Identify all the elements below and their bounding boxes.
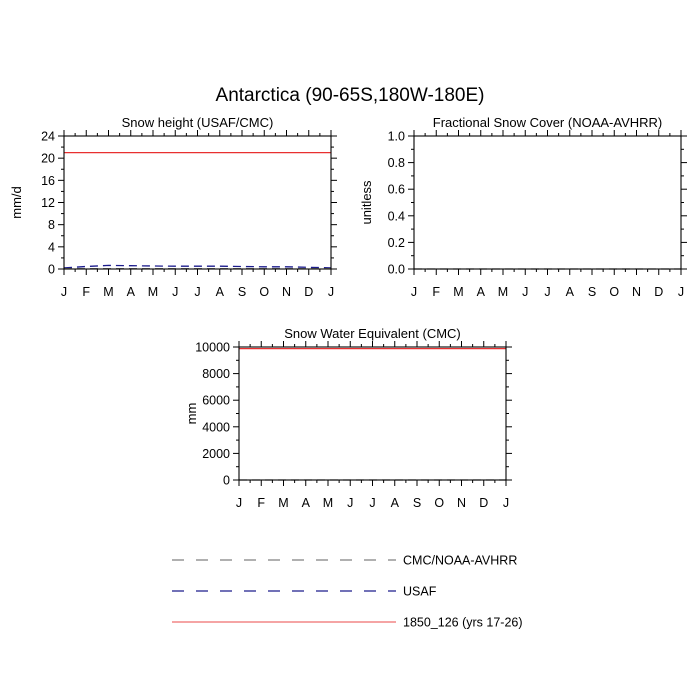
legend-label: USAF bbox=[403, 585, 437, 599]
swe-plot-frame bbox=[238, 346, 507, 481]
snow-height-y-axis-label: mm/d bbox=[9, 186, 24, 219]
snow-height-x-tick-label: A bbox=[127, 285, 136, 299]
snow-height-x-tick-label: O bbox=[259, 285, 269, 299]
swe-y-tick-label: 4000 bbox=[202, 420, 230, 434]
swe-x-tick-label: D bbox=[479, 496, 488, 510]
snow-height-x-tick-label: J bbox=[61, 285, 67, 299]
swe-x-tick-label: M bbox=[278, 496, 288, 510]
swe-x-tick-label: J bbox=[347, 496, 353, 510]
snow-cover-y-tick-label: 0.8 bbox=[388, 156, 405, 170]
snow-height-y-tick-label: 8 bbox=[48, 218, 55, 232]
swe-y-tick-label: 6000 bbox=[202, 394, 230, 408]
snow-height-y-tick-label: 16 bbox=[41, 174, 55, 188]
legend-item: USAF bbox=[172, 585, 437, 599]
legend-item: 1850_126 (yrs 17-26) bbox=[172, 616, 523, 630]
legend-item: CMC/NOAA-AVHRR bbox=[172, 554, 517, 568]
snow-height-x-tick-label: J bbox=[328, 285, 334, 299]
snow-cover-x-tick-label: S bbox=[588, 285, 596, 299]
snow-cover-x-tick-label: J bbox=[411, 285, 417, 299]
snow-height-series-usaf bbox=[63, 264, 332, 269]
snow-height-y-tick-label: 12 bbox=[41, 196, 55, 210]
snow-cover-x-tick-label: M bbox=[498, 285, 508, 299]
legend-label: 1850_126 (yrs 17-26) bbox=[403, 616, 523, 630]
snow-cover-y-tick-label: 0.0 bbox=[388, 263, 405, 277]
snow-cover-plot-frame bbox=[413, 135, 682, 270]
snow-cover-x-tick-label: N bbox=[632, 285, 641, 299]
snow-cover-chart-title: Fractional Snow Cover (NOAA-AVHRR) bbox=[433, 115, 662, 130]
swe-x-tick-label: J bbox=[369, 496, 375, 510]
swe-x-tick-label: S bbox=[413, 496, 421, 510]
snow-cover-x-tick-label: J bbox=[522, 285, 528, 299]
snow-cover-x-tick-label: D bbox=[654, 285, 663, 299]
snow-cover-y-tick-label: 0.4 bbox=[388, 209, 405, 223]
snow-height-x-tick-label: A bbox=[216, 285, 225, 299]
snow-cover-y-tick-label: 1.0 bbox=[388, 130, 405, 144]
snow-height-y-tick-label: 0 bbox=[48, 263, 55, 277]
page-title: Antarctica (90-65S,180W-180E) bbox=[216, 85, 485, 106]
swe-y-tick-label: 2000 bbox=[202, 447, 230, 461]
swe-x-tick-label: O bbox=[434, 496, 444, 510]
swe-chart: Snow Water Equivalent (CMC)mmJ F M A M J J A S O N… bbox=[184, 326, 512, 510]
swe-x-tick-label: A bbox=[302, 496, 311, 510]
chart-panels: Snow height (USAF/CMC)mm/dJ F M A M J J A S O N D J0… bbox=[9, 115, 687, 510]
snow-height-x-tick-label: N bbox=[282, 285, 291, 299]
snow-height-x-tick-label: M bbox=[148, 285, 158, 299]
legend: CMC/NOAA-AVHRR USAF 1850_126 (yrs 17-26) bbox=[172, 554, 523, 630]
swe-x-tick-label: F bbox=[257, 496, 265, 510]
snow-height-chart-title: Snow height (USAF/CMC) bbox=[122, 115, 274, 130]
snow-cover-x-tick-label: M bbox=[453, 285, 463, 299]
snow-height-x-tick-label: F bbox=[82, 285, 90, 299]
snow-height-chart: Snow height (USAF/CMC)mm/dJ F M A M J J A S O N D J0… bbox=[9, 115, 337, 299]
snow-height-y-tick-label: 20 bbox=[41, 152, 55, 166]
swe-y-axis-label: mm bbox=[184, 403, 199, 425]
snow-cover-y-axis-label: unitless bbox=[359, 180, 374, 225]
snow-height-plot-frame bbox=[63, 135, 332, 270]
snow-cover-x-tick-label: O bbox=[609, 285, 619, 299]
swe-x-tick-label: N bbox=[457, 496, 466, 510]
snow-height-y-tick-label: 4 bbox=[48, 240, 55, 254]
snow-cover-y-tick-label: 0.6 bbox=[388, 183, 405, 197]
snow-cover-x-tick-label: J bbox=[544, 285, 550, 299]
snow-cover-chart: Fractional Snow Cover (NOAA-AVHRR) unitle… bbox=[359, 115, 687, 299]
swe-x-tick-label: A bbox=[391, 496, 400, 510]
swe-x-tick-label: J bbox=[503, 496, 509, 510]
swe-y-tick-label: 10000 bbox=[195, 341, 230, 355]
snow-height-y-tick-label: 24 bbox=[41, 130, 55, 144]
snow-cover-x-tick-label: A bbox=[566, 285, 575, 299]
swe-x-tick-label: J bbox=[236, 496, 242, 510]
snow-cover-x-tick-label: A bbox=[477, 285, 486, 299]
swe-y-tick-label: 0 bbox=[223, 474, 230, 488]
snow-height-x-tick-label: J bbox=[194, 285, 200, 299]
snow-cover-x-tick-label: F bbox=[432, 285, 440, 299]
swe-chart-title: Snow Water Equivalent (CMC) bbox=[284, 326, 461, 341]
snow-height-x-tick-label: M bbox=[103, 285, 113, 299]
legend-label: CMC/NOAA-AVHRR bbox=[403, 554, 517, 568]
snow-cover-y-tick-label: 0.2 bbox=[388, 236, 405, 250]
swe-x-tick-label: M bbox=[323, 496, 333, 510]
snow-height-x-tick-label: J bbox=[172, 285, 178, 299]
snow-cover-x-tick-label: J bbox=[678, 285, 684, 299]
swe-y-tick-label: 8000 bbox=[202, 367, 230, 381]
snow-height-x-tick-label: S bbox=[238, 285, 246, 299]
snow-height-x-tick-label: D bbox=[304, 285, 313, 299]
